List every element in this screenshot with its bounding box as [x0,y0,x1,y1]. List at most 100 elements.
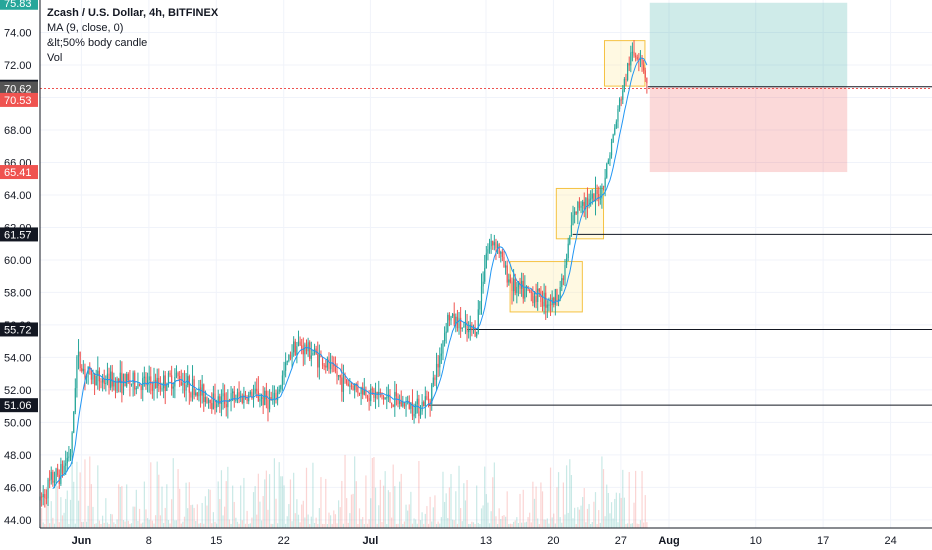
candle-body [175,372,178,377]
x-tick-label: Jul [362,535,378,547]
volume-bar [84,459,86,528]
candle-body [219,396,221,404]
candle-body [151,384,153,391]
candle-body [69,452,72,457]
support-lines[interactable] [40,86,932,406]
volume-bar [211,523,213,528]
volume-bar [235,517,237,528]
candle-body [146,380,149,386]
candle-body [286,360,288,363]
candle-body [485,253,487,269]
volume-bar [365,475,367,528]
candle-body [644,70,646,78]
candle-body [129,380,131,385]
candle-body [196,392,198,397]
volume-bar [374,487,377,528]
volume-bar [360,519,362,528]
candle-body [370,388,372,402]
volume-bar [219,498,221,528]
candle-body [565,258,568,266]
candle-body [591,193,593,199]
volume-bar [309,523,311,528]
volume-bar [97,465,99,528]
candle-body [376,391,378,395]
x-tick-label: 20 [547,535,559,547]
candle-body [44,494,46,498]
candle-body [440,353,442,356]
volume-bar [490,511,492,528]
candle-body [278,389,280,392]
volume-bar [376,523,378,528]
candle-body [522,280,524,299]
candle-body [397,396,399,404]
ma-indicator-label[interactable]: MA (9, close, 0) [47,22,124,34]
candle-body [559,287,561,300]
price-tag: 65.41 [0,165,38,180]
candle-body [122,373,125,394]
volume-bar [278,462,280,528]
volume-bar [583,488,585,528]
candle-body [482,281,484,287]
volume-bar [402,523,404,528]
candle-body [140,386,142,390]
symbol-title[interactable]: Zcash / U.S. Dollar, 4h, BITFINEX [47,7,219,19]
volume-bar [496,523,499,528]
volume-bar [354,456,356,528]
volume-bar [405,504,407,528]
volume-bar [463,483,465,528]
volume-bar [344,454,346,528]
candle-body [275,392,277,401]
volume-bar [455,491,457,528]
candle-body [338,375,340,377]
candle-body [291,352,293,359]
candle-body [368,397,370,402]
candle-body [281,375,284,386]
candle-body [222,393,224,397]
candle-body [264,390,266,405]
candle-body [251,391,253,399]
volume-bar [77,500,80,528]
volume-bar [379,479,381,528]
volume-bar [58,522,60,528]
volume-bar [482,505,484,528]
volume-bar [585,522,587,528]
volume-bar [110,513,112,528]
candle-body [270,397,272,401]
candle-body [265,390,267,400]
candle-body [268,397,271,410]
price-tag-value: 70.62 [4,84,32,96]
volume-bar [146,518,149,528]
highlight-boxes[interactable] [509,40,646,313]
candle-body [195,392,197,396]
volume-indicator-label[interactable]: Vol [47,52,63,64]
candle-body [100,381,102,383]
candle-body [384,397,386,400]
candle-body [95,376,97,386]
volume-bar [268,474,271,528]
volume-bar [267,509,269,528]
volume-bar [216,523,218,528]
candle-body [42,494,44,498]
volume-bar [87,505,89,528]
volume-bar [103,522,105,528]
volume-bar [82,521,84,528]
candle-body [185,384,187,391]
long-position-tool[interactable] [649,2,848,173]
volume-bar [240,485,242,528]
candle-body [344,374,346,380]
x-tick-label: 27 [615,535,627,547]
chart-legend: Zcash / U.S. Dollar, 4h, BITFINEX MA (9,… [47,6,218,66]
volume-bar [273,458,275,528]
candle-body [439,355,441,368]
candle-body [352,385,354,391]
candle-body [598,193,600,199]
volume-bar [506,491,508,528]
body-candle-indicator-label[interactable]: &lt;50% body candle [47,37,148,49]
volume-bar [602,469,605,528]
volume-bar [291,521,293,528]
volume-bar [501,515,503,528]
candle-body [389,394,391,403]
volume-bar [577,507,579,528]
volume-bar [403,521,406,528]
